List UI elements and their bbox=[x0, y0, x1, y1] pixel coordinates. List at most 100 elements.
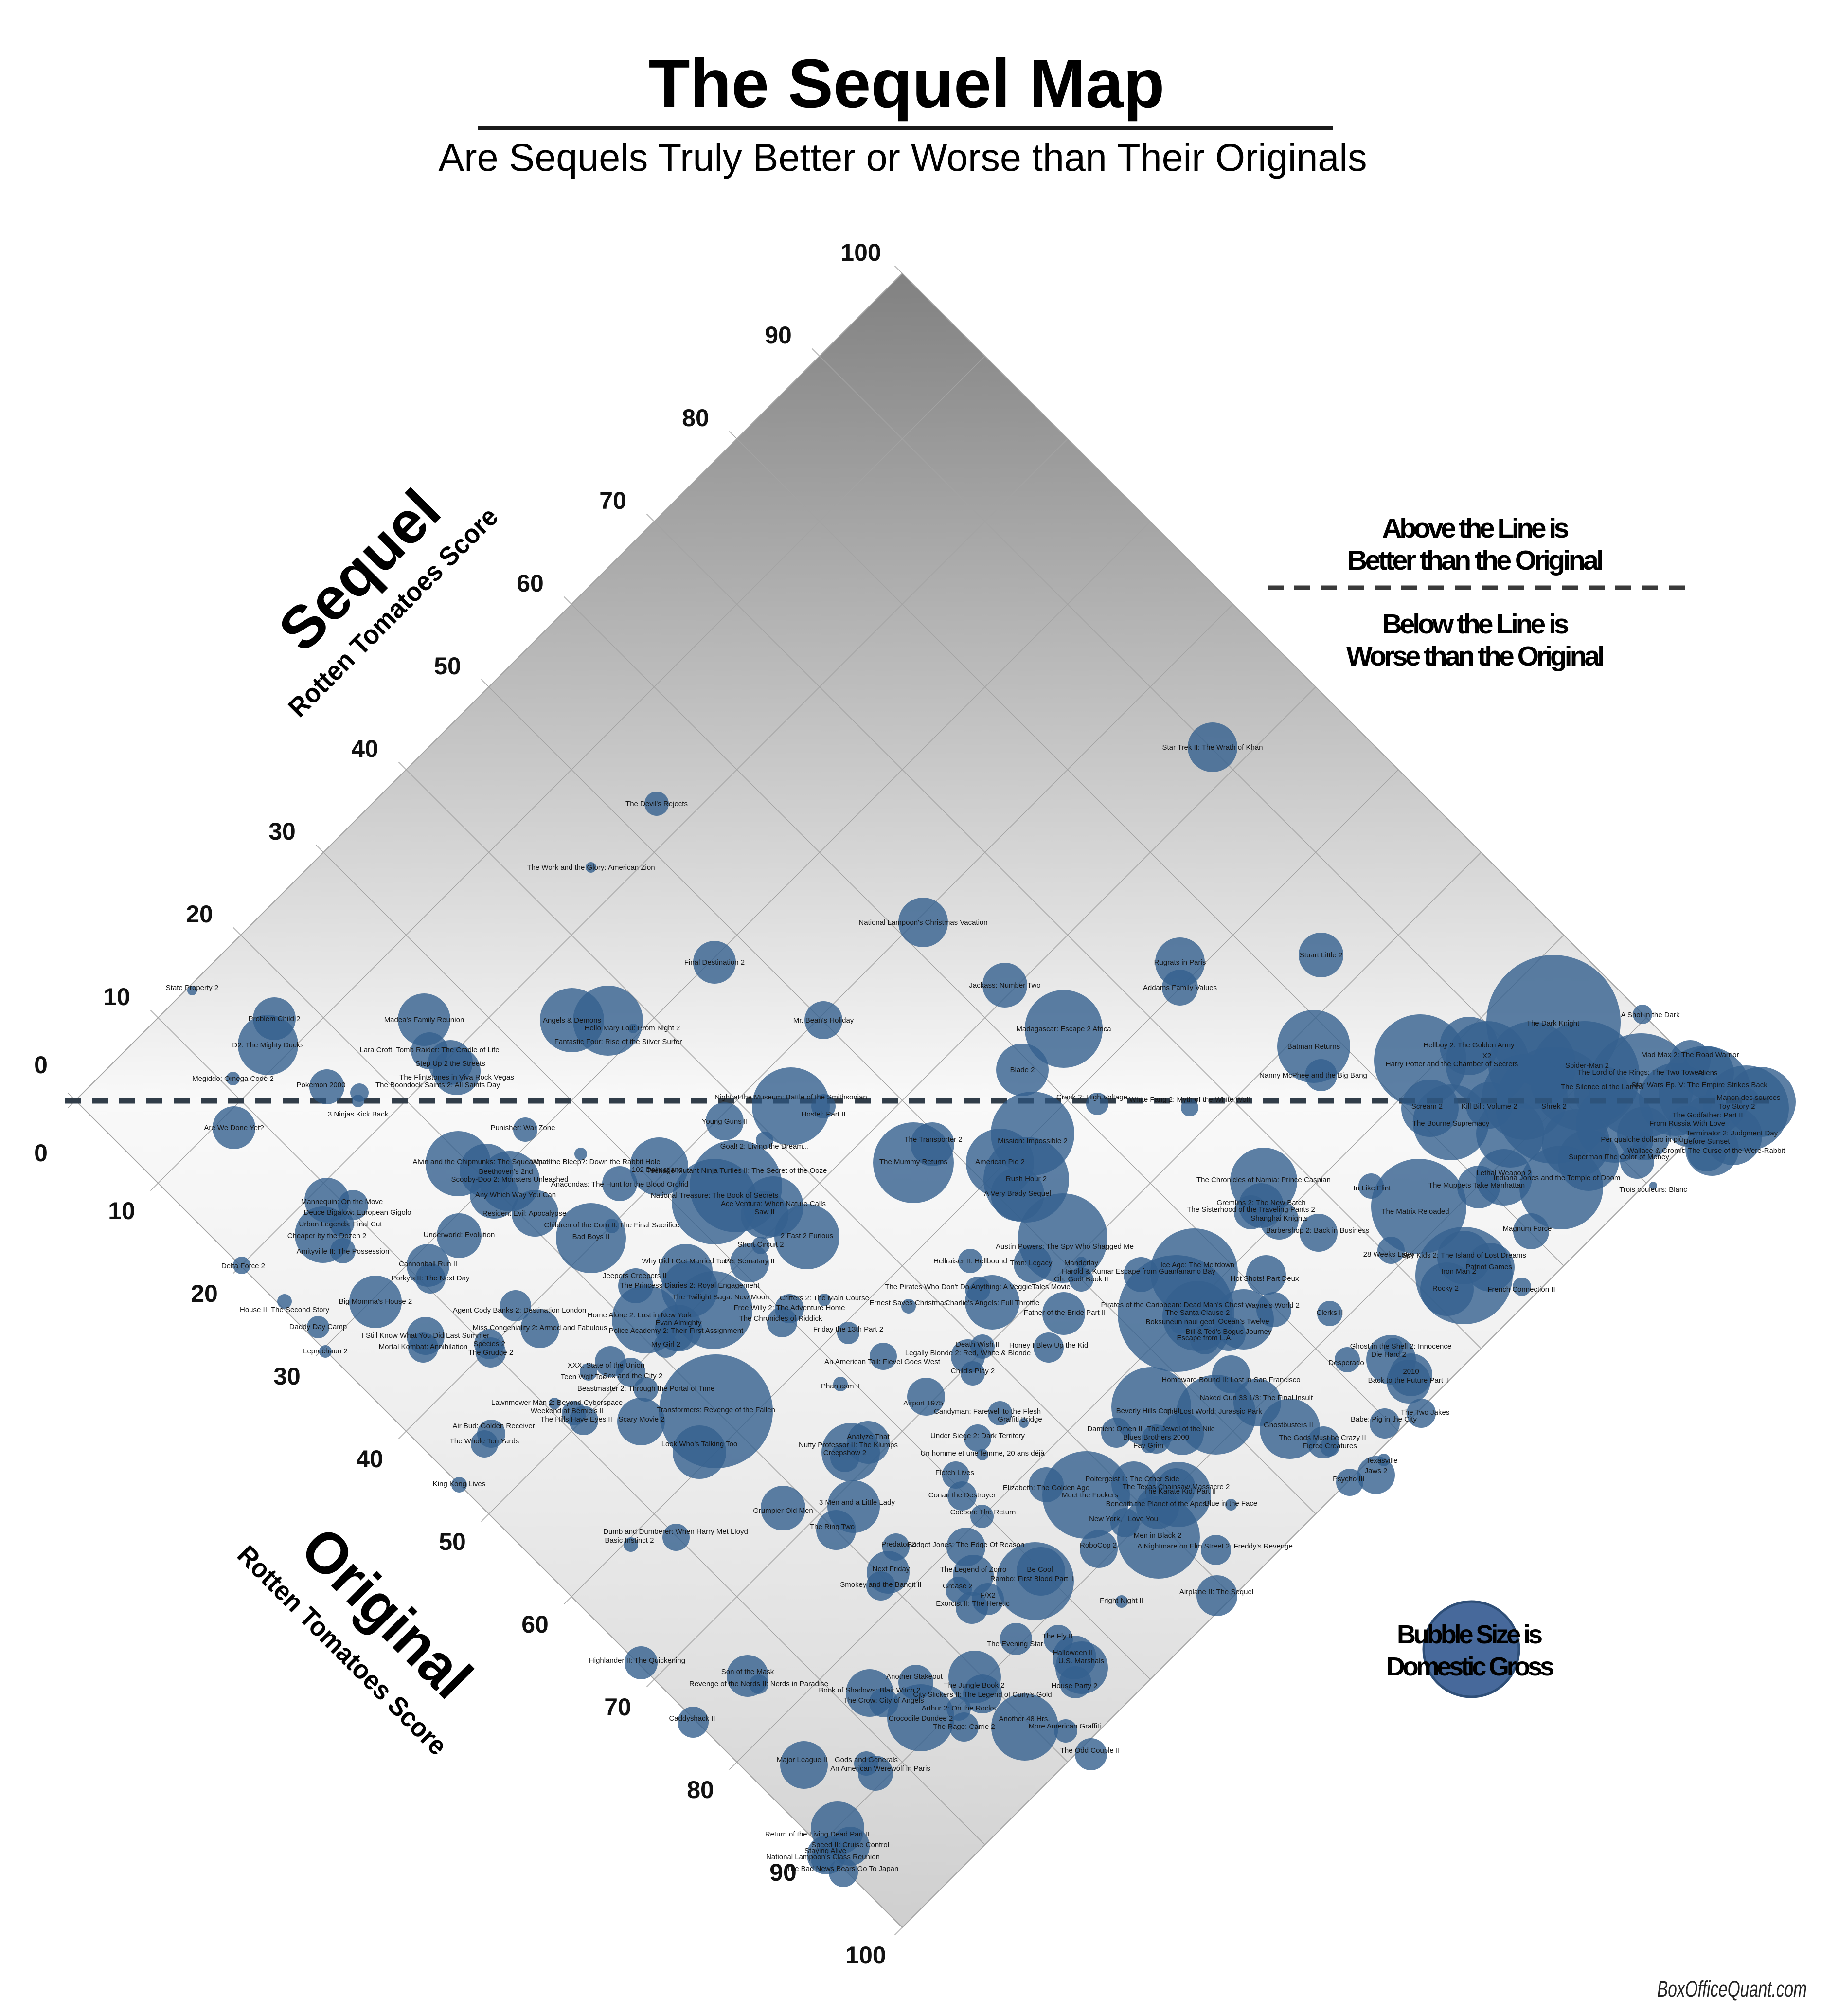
svg-text:The Karate Kid, Part II: The Karate Kid, Part II bbox=[1144, 1487, 1216, 1495]
svg-text:Lawnmower Man 2: Beyond Cybers: Lawnmower Man 2: Beyond Cyberspace bbox=[491, 1399, 623, 1407]
svg-text:The Princess Diaries 2: Royal: The Princess Diaries 2: Royal Engagement bbox=[620, 1281, 760, 1290]
svg-text:Punisher: War Zone: Punisher: War Zone bbox=[491, 1124, 555, 1132]
svg-text:20: 20 bbox=[191, 1280, 218, 1307]
svg-text:Beastmaster 2: Through the Por: Beastmaster 2: Through the Portal of Tim… bbox=[577, 1385, 714, 1393]
svg-text:Deuce Bigalow: European Gigolo: Deuce Bigalow: European Gigolo bbox=[304, 1208, 411, 1217]
svg-text:Be Cool: Be Cool bbox=[1027, 1566, 1053, 1574]
svg-text:My Girl 2: My Girl 2 bbox=[651, 1340, 680, 1349]
svg-text:10: 10 bbox=[103, 983, 130, 1010]
svg-text:Patriot Games: Patriot Games bbox=[1465, 1263, 1512, 1271]
svg-text:0: 0 bbox=[34, 1139, 48, 1167]
svg-text:Agent Cody Banks 2: Destinatio: Agent Cody Banks 2: Destination London bbox=[453, 1306, 586, 1314]
svg-text:30: 30 bbox=[273, 1363, 301, 1390]
svg-text:Basic Instinct 2: Basic Instinct 2 bbox=[605, 1536, 654, 1545]
svg-text:Step Up 2 the Streets: Step Up 2 the Streets bbox=[415, 1060, 485, 1068]
svg-text:Stuart Little 2: Stuart Little 2 bbox=[1300, 951, 1342, 959]
svg-text:Another 48 Hrs.: Another 48 Hrs. bbox=[999, 1715, 1050, 1723]
svg-text:50: 50 bbox=[434, 652, 461, 680]
svg-text:Police Academy 2: Their First: Police Academy 2: Their First Assignment bbox=[609, 1327, 744, 1335]
svg-text:The Jungle Book 2: The Jungle Book 2 bbox=[944, 1681, 1004, 1690]
svg-text:Ernest Saves Christmas: Ernest Saves Christmas bbox=[870, 1299, 948, 1307]
svg-text:Speed II: Cruise Control: Speed II: Cruise Control bbox=[811, 1841, 889, 1849]
svg-text:Barbershop 2: Back in Business: Barbershop 2: Back in Business bbox=[1266, 1226, 1370, 1235]
svg-text:Harry Potter and the Chamber o: Harry Potter and the Chamber of Secrets bbox=[1386, 1060, 1518, 1068]
svg-text:Resident Evil: Apocalypse: Resident Evil: Apocalypse bbox=[482, 1209, 567, 1218]
svg-text:80: 80 bbox=[687, 1776, 714, 1803]
svg-text:30: 30 bbox=[268, 818, 296, 845]
svg-text:Caddyshack II: Caddyshack II bbox=[669, 1714, 715, 1723]
svg-text:Young Guns II: Young Guns II bbox=[702, 1117, 748, 1126]
svg-text:Fantastic Four: Rise of the Si: Fantastic Four: Rise of the Silver Surfe… bbox=[554, 1038, 682, 1046]
svg-text:Toy Story 2: Toy Story 2 bbox=[1718, 1102, 1755, 1111]
svg-text:Death Wish II: Death Wish II bbox=[956, 1340, 1000, 1349]
svg-text:Texasville: Texasville bbox=[1366, 1457, 1397, 1465]
svg-text:City Slickers II: The Legend o: City Slickers II: The Legend of Curly's … bbox=[913, 1691, 1052, 1699]
svg-text:Pirates of the Caribbean: Dead: Pirates of the Caribbean: Dead Man's Che… bbox=[1101, 1301, 1244, 1309]
svg-text:The Sequel Map: The Sequel Map bbox=[649, 45, 1165, 122]
svg-text:Psycho III: Psycho III bbox=[1333, 1475, 1365, 1483]
svg-text:Star Wars Ep. V: The Empire St: Star Wars Ep. V: The Empire Strikes Back bbox=[1631, 1081, 1767, 1089]
svg-text:The Muppets Take Manhattan: The Muppets Take Manhattan bbox=[1428, 1181, 1525, 1189]
svg-text:Jeepers Creepers II: Jeepers Creepers II bbox=[603, 1272, 667, 1280]
svg-text:Transformers: Revenge of the F: Transformers: Revenge of the Fallen bbox=[657, 1406, 775, 1414]
svg-text:Boksuneun naui geot: Boksuneun naui geot bbox=[1146, 1318, 1215, 1326]
svg-text:3 Men and a Little Lady: 3 Men and a Little Lady bbox=[819, 1498, 895, 1507]
svg-text:Grease 2: Grease 2 bbox=[943, 1582, 973, 1590]
svg-text:80: 80 bbox=[682, 404, 709, 432]
svg-text:Nanny McPhee and the Big Bang: Nanny McPhee and the Big Bang bbox=[1259, 1071, 1367, 1080]
svg-text:Airplane II: The Sequel: Airplane II: The Sequel bbox=[1179, 1588, 1253, 1596]
svg-text:Back to the Future Part II: Back to the Future Part II bbox=[1368, 1376, 1449, 1385]
svg-text:Naked Gun 33 1/3: The Final In: Naked Gun 33 1/3: The Final Insult bbox=[1200, 1394, 1313, 1402]
svg-text:Escape from L.A.: Escape from L.A. bbox=[1177, 1334, 1232, 1342]
svg-text:Problem Child 2: Problem Child 2 bbox=[249, 1015, 301, 1023]
svg-text:An American Werewolf in Paris: An American Werewolf in Paris bbox=[830, 1764, 930, 1773]
svg-text:Above the Line is: Above the Line is bbox=[1382, 513, 1570, 544]
svg-text:Madea's Family Reunion: Madea's Family Reunion bbox=[384, 1016, 464, 1024]
svg-text:Mission: Impossible 2: Mission: Impossible 2 bbox=[998, 1137, 1067, 1145]
svg-text:Star Trek II: The Wrath of Kha: Star Trek II: The Wrath of Khan bbox=[1162, 743, 1263, 752]
svg-text:Scream 2: Scream 2 bbox=[1411, 1102, 1443, 1111]
svg-text:Mr. Bean's Holiday: Mr. Bean's Holiday bbox=[793, 1016, 854, 1025]
svg-text:Leprechaun 2: Leprechaun 2 bbox=[303, 1347, 348, 1355]
svg-text:F/X2: F/X2 bbox=[980, 1591, 996, 1600]
svg-text:Kill Bill: Volume 2: Kill Bill: Volume 2 bbox=[1461, 1102, 1517, 1111]
svg-text:The Fly II: The Fly II bbox=[1042, 1632, 1073, 1640]
svg-text:The Grudge 2: The Grudge 2 bbox=[468, 1349, 514, 1357]
svg-text:Beethoven's 2nd: Beethoven's 2nd bbox=[479, 1168, 533, 1176]
svg-text:D2: The Mighty Ducks: D2: The Mighty Ducks bbox=[232, 1041, 304, 1049]
svg-text:Critters 2: The Main Course: Critters 2: The Main Course bbox=[780, 1294, 869, 1302]
svg-text:3 Ninjas Kick Back: 3 Ninjas Kick Back bbox=[328, 1110, 389, 1118]
svg-text:The Whole Ten Yards: The Whole Ten Yards bbox=[450, 1437, 519, 1445]
svg-text:A Shot in the Dark: A Shot in the Dark bbox=[1621, 1011, 1680, 1019]
svg-text:Shanghai Knights: Shanghai Knights bbox=[1250, 1214, 1308, 1223]
svg-text:Cheaper by the Dozen 2: Cheaper by the Dozen 2 bbox=[287, 1232, 367, 1240]
svg-text:The Bourne Supremacy: The Bourne Supremacy bbox=[1412, 1119, 1490, 1128]
svg-text:Gremlins 2: The New Batch: Gremlins 2: The New Batch bbox=[1216, 1199, 1305, 1207]
svg-text:Conan the Destroyer: Conan the Destroyer bbox=[928, 1491, 996, 1499]
svg-text:A Nightmare on Elm Street 2: F: A Nightmare on Elm Street 2: Freddy's Re… bbox=[1137, 1542, 1293, 1550]
svg-text:Species 2: Species 2 bbox=[473, 1340, 505, 1348]
svg-text:Nutty Professor II: The Klumps: Nutty Professor II: The Klumps bbox=[799, 1441, 898, 1449]
svg-text:Charlie's Angels: Full Throttl: Charlie's Angels: Full Throttle bbox=[945, 1299, 1039, 1307]
svg-text:Children of the Corn II: The F: Children of the Corn II: The Final Sacri… bbox=[544, 1221, 679, 1229]
svg-text:40: 40 bbox=[356, 1445, 383, 1473]
svg-text:Manderlay: Manderlay bbox=[1064, 1259, 1099, 1267]
svg-text:Beneath the Planet of the Apes: Beneath the Planet of the Apes bbox=[1106, 1500, 1207, 1508]
svg-text:The Lost World: Jurassic Park: The Lost World: Jurassic Park bbox=[1165, 1407, 1262, 1416]
svg-text:In Like Flint: In Like Flint bbox=[1354, 1184, 1392, 1192]
svg-text:Are Sequels Truly Better or Wo: Are Sequels Truly Better or Worse than T… bbox=[439, 136, 1367, 179]
svg-text:National Lampoon's Class Reuni: National Lampoon's Class Reunion bbox=[766, 1853, 880, 1861]
svg-text:Grumpier Old Men: Grumpier Old Men bbox=[753, 1507, 813, 1515]
svg-text:The Evening Star: The Evening Star bbox=[987, 1640, 1043, 1648]
svg-text:90: 90 bbox=[769, 1859, 797, 1886]
svg-text:Blade 2: Blade 2 bbox=[1010, 1066, 1035, 1074]
svg-text:The Santa Clause 2: The Santa Clause 2 bbox=[1165, 1309, 1230, 1317]
svg-text:2010: 2010 bbox=[1403, 1368, 1419, 1376]
svg-text:Jaws 2: Jaws 2 bbox=[1365, 1467, 1388, 1475]
svg-text:Miss Congeniality 2: Armed and: Miss Congeniality 2: Armed and Fabulous bbox=[473, 1324, 607, 1332]
svg-text:70: 70 bbox=[599, 487, 626, 514]
svg-text:Exorcist II: The Heretic: Exorcist II: The Heretic bbox=[936, 1600, 1010, 1608]
svg-text:Meet the Fockers: Meet the Fockers bbox=[1062, 1491, 1118, 1499]
svg-text:Highlander II: The Quickening: Highlander II: The Quickening bbox=[589, 1656, 685, 1665]
svg-text:Big Momma's House 2: Big Momma's House 2 bbox=[339, 1297, 412, 1306]
